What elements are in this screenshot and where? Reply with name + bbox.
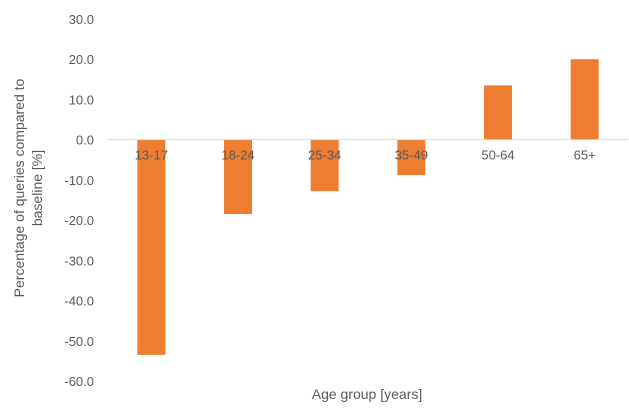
y-tick-label: -60.0 <box>64 374 94 389</box>
bar <box>570 59 599 140</box>
y-tick-label: 30.0 <box>69 12 94 27</box>
bar <box>137 139 166 355</box>
y-tick-label: -50.0 <box>64 334 94 349</box>
y-tick-label: 0.0 <box>76 133 94 148</box>
bar <box>484 85 512 140</box>
x-tick-label: 35-49 <box>395 148 428 163</box>
y-axis-label-line-1: Percentage of queries compared to <box>11 78 27 297</box>
bar <box>397 139 426 176</box>
x-tick-label: 13-17 <box>135 148 168 163</box>
x-tick-label: 50-64 <box>481 148 514 163</box>
y-tick-label: -20.0 <box>64 213 94 228</box>
y-axis-ticks: 30.0 20.0 10.0 0.0 -10.0 -20.0 -30.0 -40.0 -50.0… <box>64 12 94 389</box>
x-axis-ticks: 13-17 18-24 25-34 35-49 50-64 65+ <box>135 148 596 163</box>
y-tick-label: -40.0 <box>64 294 94 309</box>
y-axis-label: Percentage of queries compared to baseli… <box>11 78 45 297</box>
y-tick-label: 20.0 <box>69 52 94 67</box>
x-axis-label: Age group [years] <box>312 386 423 402</box>
y-tick-label: 10.0 <box>69 92 94 107</box>
bar <box>310 139 339 192</box>
x-tick-label: 65+ <box>574 148 596 163</box>
y-tick-label: -10.0 <box>64 173 94 188</box>
bar <box>224 139 252 215</box>
x-tick-label: 18-24 <box>221 148 254 163</box>
x-tick-label: 25-34 <box>308 148 341 163</box>
y-tick-label: -30.0 <box>64 253 94 268</box>
y-axis-label-line-2: baseline [%] <box>29 150 45 226</box>
bars <box>137 59 599 355</box>
